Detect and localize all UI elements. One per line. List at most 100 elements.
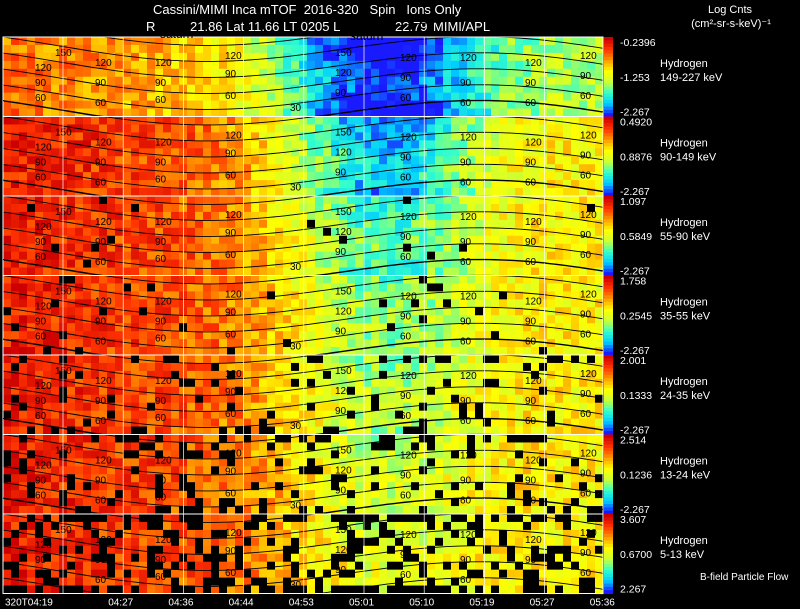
- heat-cell: [427, 506, 436, 515]
- heat-cell: [307, 291, 316, 300]
- heat-cell: [11, 442, 20, 451]
- heat-cell: [331, 355, 340, 364]
- heat-cell: [139, 506, 148, 515]
- heat-cell: [307, 355, 316, 364]
- heat-cell: [315, 275, 324, 285]
- heat-cell: [19, 76, 28, 86]
- heat-cell: [531, 378, 540, 388]
- heat-cell: [307, 243, 316, 253]
- heat-cell: [491, 450, 500, 459]
- heat-cell: [123, 402, 132, 412]
- heat-cell: [307, 490, 316, 499]
- heat-cell: [203, 283, 212, 292]
- heat-cell: [107, 370, 116, 380]
- heat-cell: [235, 203, 244, 213]
- heat-cell: [267, 52, 276, 62]
- contour-label: 90: [225, 149, 237, 160]
- heat-cell: [3, 378, 12, 388]
- heat-cell: [219, 188, 228, 197]
- heat-cell: [403, 426, 412, 436]
- heat-cell: [259, 164, 268, 173]
- heat-cell: [171, 188, 180, 197]
- heat-cell: [147, 418, 156, 428]
- heat-cell: [443, 307, 452, 316]
- heat-cell: [203, 68, 212, 78]
- heat-cell: [283, 434, 292, 444]
- heat-cell: [507, 434, 516, 444]
- heat-cell: [83, 434, 92, 444]
- heat-cell: [211, 370, 220, 380]
- heat-cell: [499, 362, 508, 372]
- heat-cell: [467, 164, 476, 173]
- heat-cell: [443, 44, 452, 54]
- heat-cell: [339, 148, 348, 157]
- heat-cell: [555, 370, 564, 380]
- heat-cell: [555, 227, 564, 237]
- heat-cell: [187, 291, 196, 300]
- heat-cell: [323, 180, 332, 189]
- heat-cell: [379, 506, 388, 515]
- heat-cell: [27, 76, 36, 86]
- heat-cell: [35, 84, 44, 94]
- heat-cell: [195, 156, 204, 165]
- heat-cell: [283, 355, 292, 364]
- heat-cell: [443, 243, 452, 253]
- heat-cell: [395, 490, 404, 499]
- heat-cell: [491, 370, 500, 380]
- heat-cell: [43, 196, 52, 205]
- heat-cell: [363, 267, 372, 277]
- heat-cell: [507, 76, 516, 86]
- heat-cell: [211, 124, 220, 133]
- heat-cell: [363, 52, 372, 62]
- heat-cell: [83, 211, 92, 221]
- heat-cell: [491, 386, 500, 396]
- heat-cell: [331, 339, 340, 348]
- heat-cell: [107, 164, 116, 173]
- heat-cell: [227, 394, 236, 404]
- heat-cell: [395, 227, 404, 237]
- heat-cell: [3, 267, 12, 277]
- heat-cell: [395, 394, 404, 404]
- heat-cell: [147, 355, 156, 364]
- heat-cell: [523, 164, 532, 173]
- heat-cell: [147, 219, 156, 229]
- contour-label: 150: [335, 48, 352, 59]
- heat-cell: [267, 474, 276, 483]
- contour-label: 60: [460, 416, 472, 427]
- heat-cell: [35, 235, 44, 245]
- heat-cell: [379, 211, 388, 221]
- heat-cell: [459, 402, 468, 412]
- heat-cell: [211, 235, 220, 245]
- heat-cell: [531, 267, 540, 277]
- heat-cell: [411, 323, 420, 332]
- heat-cell: [371, 108, 380, 118]
- heat-cell: [523, 394, 532, 404]
- contour-label: 90: [335, 247, 347, 258]
- heat-cell: [587, 347, 596, 356]
- heat-cell: [363, 370, 372, 380]
- heat-cell: [211, 466, 220, 475]
- heat-cell: [355, 84, 364, 94]
- heat-cell: [467, 315, 476, 324]
- heat-cell: [299, 156, 308, 165]
- heat-cell: [315, 259, 324, 269]
- heat-cell: [491, 275, 500, 285]
- heat-cell: [531, 434, 540, 444]
- heat-cell: [483, 370, 492, 380]
- heat-cell: [411, 291, 420, 300]
- heat-cell: [163, 60, 172, 70]
- heat-cell: [515, 347, 524, 356]
- heat-cell: [11, 76, 20, 86]
- heat-cell: [291, 84, 300, 94]
- heat-cell: [587, 402, 596, 412]
- heat-cell: [483, 267, 492, 277]
- heat-cell: [251, 506, 260, 515]
- heat-cell: [563, 426, 572, 436]
- heat-cell: [107, 362, 116, 372]
- heat-cell: [483, 164, 492, 173]
- heat-cell: [163, 307, 172, 316]
- heat-cell: [19, 44, 28, 54]
- heat-cell: [419, 466, 428, 475]
- heat-cell: [579, 355, 588, 364]
- heat-cell: [371, 156, 380, 165]
